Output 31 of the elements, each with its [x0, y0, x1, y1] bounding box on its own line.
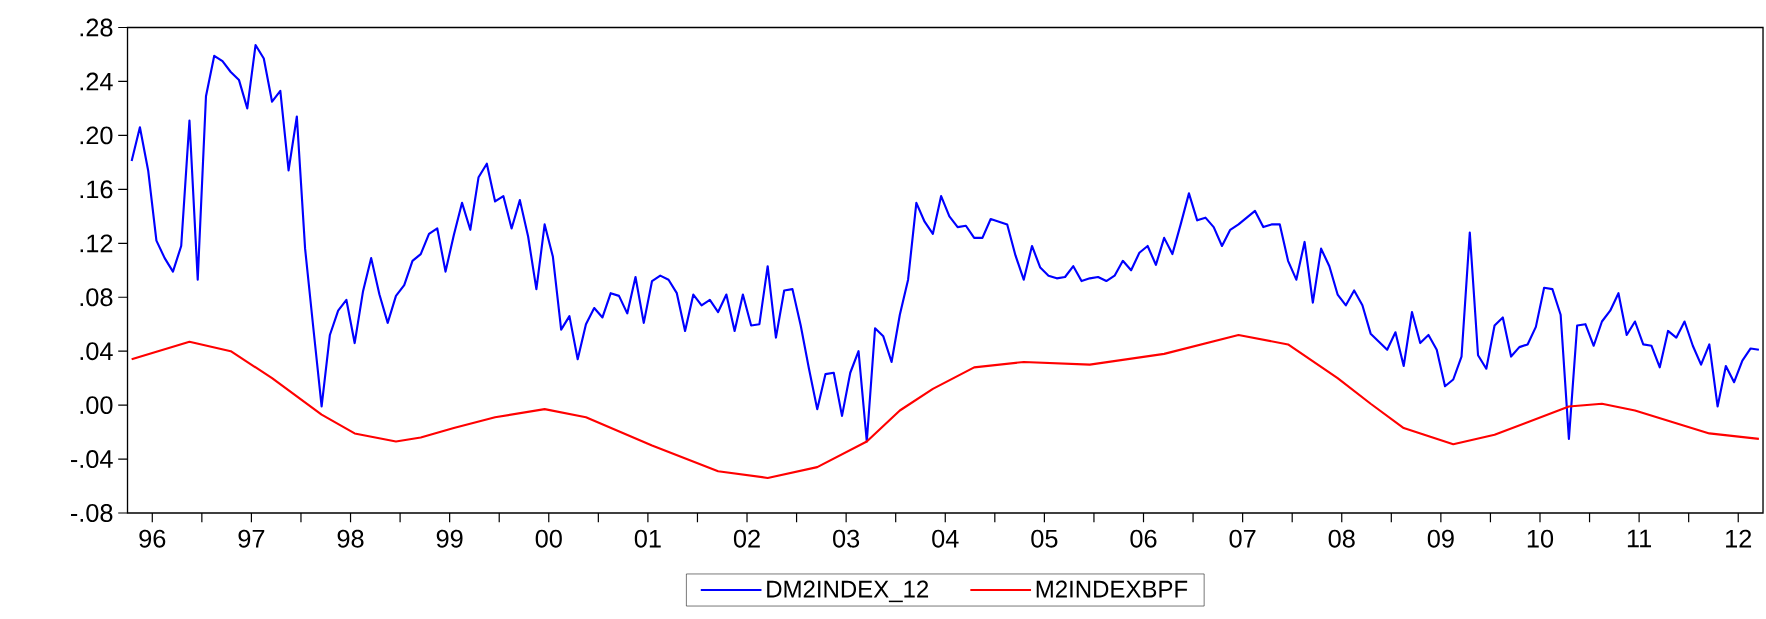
y-tick-label: .28	[80, 18, 113, 37]
x-tick-label: 09	[1427, 529, 1454, 548]
y-tick-label: .12	[80, 234, 113, 253]
y-tick-label: .20	[80, 126, 113, 145]
x-tick-label: 01	[634, 529, 661, 548]
x-tick-label: 10	[1527, 529, 1554, 548]
x-tick-label: 96	[139, 529, 166, 548]
line-series	[130, 43, 1760, 443]
x-tick-label: 11	[1627, 529, 1652, 548]
x-tick-label: 97	[238, 529, 265, 548]
legend-label: DM2INDEX_12	[767, 580, 929, 603]
x-tick-label: 03	[833, 529, 860, 548]
legend-label: M2INDEXBPF	[1036, 580, 1188, 598]
y-tick-label: .16	[80, 180, 113, 199]
y-tick-label: -.08	[70, 504, 113, 522]
x-tick-label: 06	[1130, 529, 1157, 548]
x-tick-label: 05	[1031, 529, 1058, 548]
x-tick-label: 08	[1328, 529, 1355, 548]
y-tick-label: .08	[80, 288, 113, 307]
y-tick-label: .24	[80, 72, 113, 91]
x-tick-label: 04	[932, 529, 959, 548]
x-tick-label: 07	[1229, 529, 1256, 548]
x-tick-label: 02	[733, 529, 760, 548]
x-tick-label: 99	[436, 529, 463, 548]
y-tick-label: -.04	[70, 450, 113, 469]
x-tick-label: 12	[1726, 529, 1752, 548]
y-tick-label: .00	[80, 396, 113, 415]
line-series	[130, 333, 1760, 480]
y-tick-label: .04	[80, 342, 113, 361]
x-tick-label: 00	[535, 529, 562, 548]
x-tick-label: 98	[337, 529, 364, 548]
